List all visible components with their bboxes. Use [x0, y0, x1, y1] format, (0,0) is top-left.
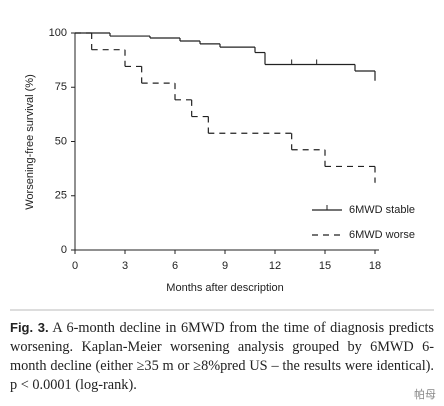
- y-tick-label: 25: [55, 190, 67, 202]
- chart: Worsening-free survival (%) Months after…: [10, 27, 434, 311]
- x-axis-label: Months after description: [166, 282, 283, 294]
- x-tick-label: 9: [222, 260, 228, 272]
- y-tick-label: 50: [55, 135, 67, 147]
- y-tick-label: 75: [55, 81, 67, 93]
- legend-label: 6MWD worse: [349, 229, 415, 241]
- x-tick-label: 0: [72, 260, 78, 272]
- x-tick-label: 15: [319, 260, 331, 272]
- x-tick-label: 12: [269, 260, 281, 272]
- x-tick-label: 3: [122, 260, 128, 272]
- watermark: 帕母: [414, 389, 436, 401]
- y-tick-label: 0: [61, 244, 67, 256]
- caption-text: A 6-month decline in 6MWD from the time …: [10, 320, 434, 393]
- y-axis-label: Worsening-free survival (%): [24, 74, 36, 210]
- y-tick-label: 100: [49, 27, 67, 39]
- x-tick-label: 6: [172, 260, 178, 272]
- x-tick-label: 18: [369, 260, 381, 272]
- legend-label: 6MWD stable: [349, 204, 415, 216]
- caption-label: Fig. 3.: [10, 320, 49, 335]
- caption: Fig. 3. A 6-month decline in 6MWD from t…: [10, 318, 434, 395]
